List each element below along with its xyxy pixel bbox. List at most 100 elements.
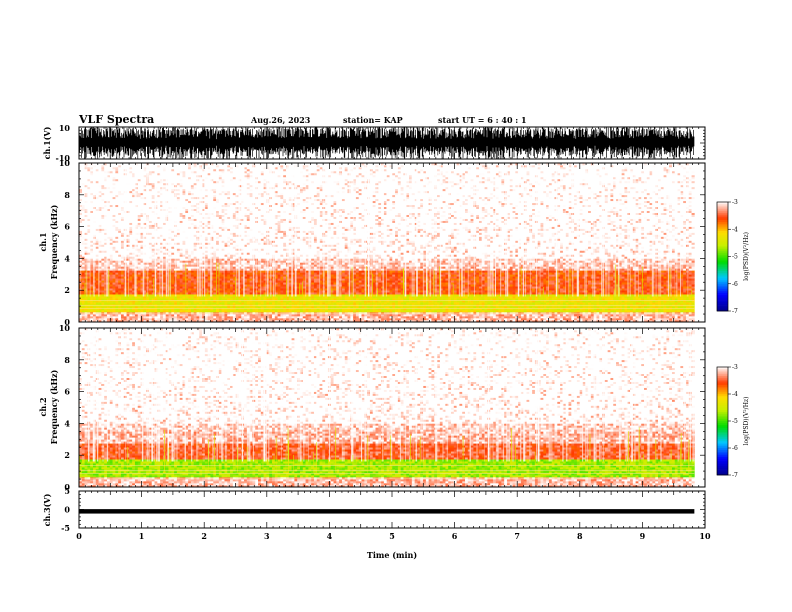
spectrogram-cell bbox=[280, 320, 284, 323]
spectrogram-cell bbox=[663, 316, 667, 319]
spectrogram-cell bbox=[218, 308, 222, 311]
spectrogram-cell bbox=[574, 292, 578, 295]
spectrogram-cell bbox=[465, 318, 469, 321]
spectrogram-cell bbox=[562, 290, 566, 293]
spectrogram-cell bbox=[162, 298, 167, 301]
spectrogram-cell bbox=[616, 288, 620, 291]
spectrogram-cell bbox=[277, 278, 281, 281]
spectrogram-cell bbox=[403, 296, 407, 299]
spectrogram-cell bbox=[624, 292, 628, 295]
spectrogram-cell bbox=[409, 282, 413, 285]
spectrogram-cell bbox=[299, 296, 304, 299]
spectrogram-cell bbox=[660, 296, 664, 299]
spectrogram-cell bbox=[202, 284, 206, 287]
spectrogram-cell bbox=[641, 286, 645, 289]
spectrogram-cell bbox=[283, 298, 287, 301]
spectrogram-cell bbox=[470, 316, 474, 319]
spectrogram-cell bbox=[660, 294, 664, 297]
spectrogram-cell bbox=[543, 280, 547, 283]
spectrogram-cell bbox=[434, 308, 438, 311]
spectrogram-cell bbox=[258, 308, 262, 311]
spectrogram-cell bbox=[196, 300, 200, 303]
spectrogram-cell bbox=[297, 280, 301, 283]
spectrogram-cell bbox=[624, 314, 628, 317]
spectrogram-cell bbox=[280, 306, 284, 309]
spectrogram-cell bbox=[140, 310, 144, 313]
spectrogram-cell bbox=[221, 316, 225, 319]
spectrogram-cell bbox=[613, 306, 617, 309]
spectrogram-cell bbox=[95, 316, 99, 319]
spectrogram-cell bbox=[330, 302, 334, 305]
spectrogram-cell bbox=[669, 298, 673, 301]
spectrogram-cell bbox=[470, 298, 474, 301]
spectrogram-cell bbox=[688, 310, 692, 313]
spectrogram-cell bbox=[425, 298, 429, 301]
spectrogram-cell bbox=[453, 288, 457, 291]
spectrogram-cell bbox=[602, 310, 606, 313]
spectrogram-cell bbox=[660, 318, 664, 321]
spectrogram-cell bbox=[585, 316, 589, 319]
spectrogram-cell bbox=[132, 286, 136, 289]
spectrogram-cell bbox=[465, 286, 469, 289]
spectrogram-cell bbox=[386, 318, 390, 321]
spectrogram-cell bbox=[437, 300, 441, 303]
spectrogram-cell bbox=[627, 308, 631, 311]
spectrogram-cell bbox=[87, 320, 91, 323]
spectrogram-cell bbox=[576, 308, 580, 311]
spectrogram-cell bbox=[188, 300, 192, 303]
spectrogram-cell bbox=[79, 308, 83, 311]
spectrogram-cell bbox=[336, 316, 340, 319]
spectrogram-cell bbox=[526, 318, 530, 321]
spectrogram-cell bbox=[599, 286, 603, 289]
spectrogram-cell bbox=[484, 282, 488, 285]
spectrogram-cell bbox=[632, 318, 636, 321]
spectrogram-cell bbox=[666, 284, 670, 287]
spectrogram-cell bbox=[465, 282, 469, 285]
spectrogram-cell bbox=[350, 318, 354, 321]
spectrogram-cell bbox=[174, 298, 178, 301]
spectrogram-cell bbox=[554, 298, 558, 301]
spectrogram-cell bbox=[204, 318, 208, 321]
spectrogram-cell bbox=[120, 286, 125, 289]
spectrogram-cell bbox=[104, 300, 108, 303]
spectrogram-cell bbox=[585, 318, 589, 321]
spectrogram-cell bbox=[266, 314, 270, 317]
spectrogram-cell bbox=[347, 302, 351, 305]
spectrogram-cell bbox=[216, 310, 220, 313]
spectrogram-cell bbox=[339, 296, 343, 299]
spectrogram-cell bbox=[140, 298, 144, 301]
spectrogram-cell bbox=[512, 290, 516, 293]
spectrogram-cell bbox=[199, 296, 203, 299]
spectrogram-cell bbox=[162, 320, 167, 323]
spectrogram-cell bbox=[512, 308, 516, 311]
spectrogram-cell bbox=[372, 278, 376, 281]
spectrogram-cell bbox=[344, 286, 348, 289]
spectrogram-cell bbox=[593, 286, 597, 289]
spectrogram-cell bbox=[649, 310, 653, 313]
spectrogram-cell bbox=[576, 320, 580, 323]
spectrogram-cell bbox=[277, 282, 281, 285]
spectrogram-cell bbox=[451, 280, 455, 283]
spectrogram-cell bbox=[109, 318, 113, 321]
spectrogram-cell bbox=[319, 294, 323, 297]
spectrogram-cell bbox=[442, 290, 446, 293]
spectrogram-cell bbox=[372, 316, 376, 319]
spectrogram-cell bbox=[132, 316, 136, 319]
spectrogram-cell bbox=[213, 302, 217, 305]
spectrogram-cell bbox=[465, 294, 469, 297]
spectrogram-cell bbox=[537, 284, 541, 287]
spectrogram-cell bbox=[272, 316, 276, 319]
spectrogram-cell bbox=[663, 296, 667, 299]
spectrogram-cell bbox=[355, 314, 360, 317]
spectrogram-cell bbox=[644, 280, 648, 283]
spectrogram-cell bbox=[691, 294, 695, 297]
spectrogram-cell bbox=[168, 310, 172, 313]
spectrogram-cell bbox=[588, 310, 592, 313]
spectrogram-cell bbox=[249, 314, 253, 317]
spectrogram-cell bbox=[204, 278, 208, 281]
spectrogram-cell bbox=[518, 302, 522, 305]
spectrogram-cell bbox=[232, 308, 236, 311]
spectrogram-cell bbox=[202, 302, 206, 305]
spectrogram-cell bbox=[389, 284, 393, 287]
spectrogram-cell bbox=[230, 286, 234, 289]
